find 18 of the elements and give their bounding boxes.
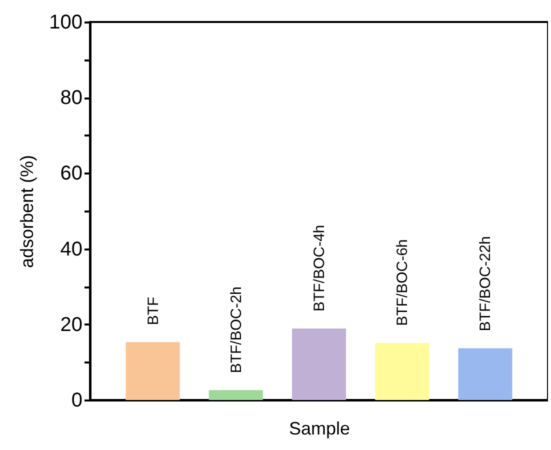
y-axis-title: adsorbent (%)	[17, 154, 38, 268]
y-tick-label: 20	[60, 314, 82, 336]
x-tick-label: BTF/BOC-2h	[228, 286, 245, 374]
bar	[292, 328, 346, 400]
bar	[458, 348, 512, 400]
bar	[208, 390, 263, 400]
bar	[126, 342, 180, 400]
x-tick-label: BTF/BOC-22h	[477, 236, 494, 332]
x-tick-label: BTF/BOC-4h	[311, 224, 328, 312]
y-tick-label: 80	[60, 87, 82, 110]
y-tick-label: 100	[49, 12, 82, 34]
y-tick-label: 40	[60, 238, 82, 260]
y-tick-label: 0	[71, 390, 82, 412]
bar	[375, 342, 430, 400]
x-tick-label: BTF	[144, 296, 162, 326]
x-axis-title: Sample	[288, 418, 350, 438]
y-tick-label: 60	[60, 162, 82, 185]
x-tick-label: BTF/BOC-6h	[394, 239, 412, 326]
